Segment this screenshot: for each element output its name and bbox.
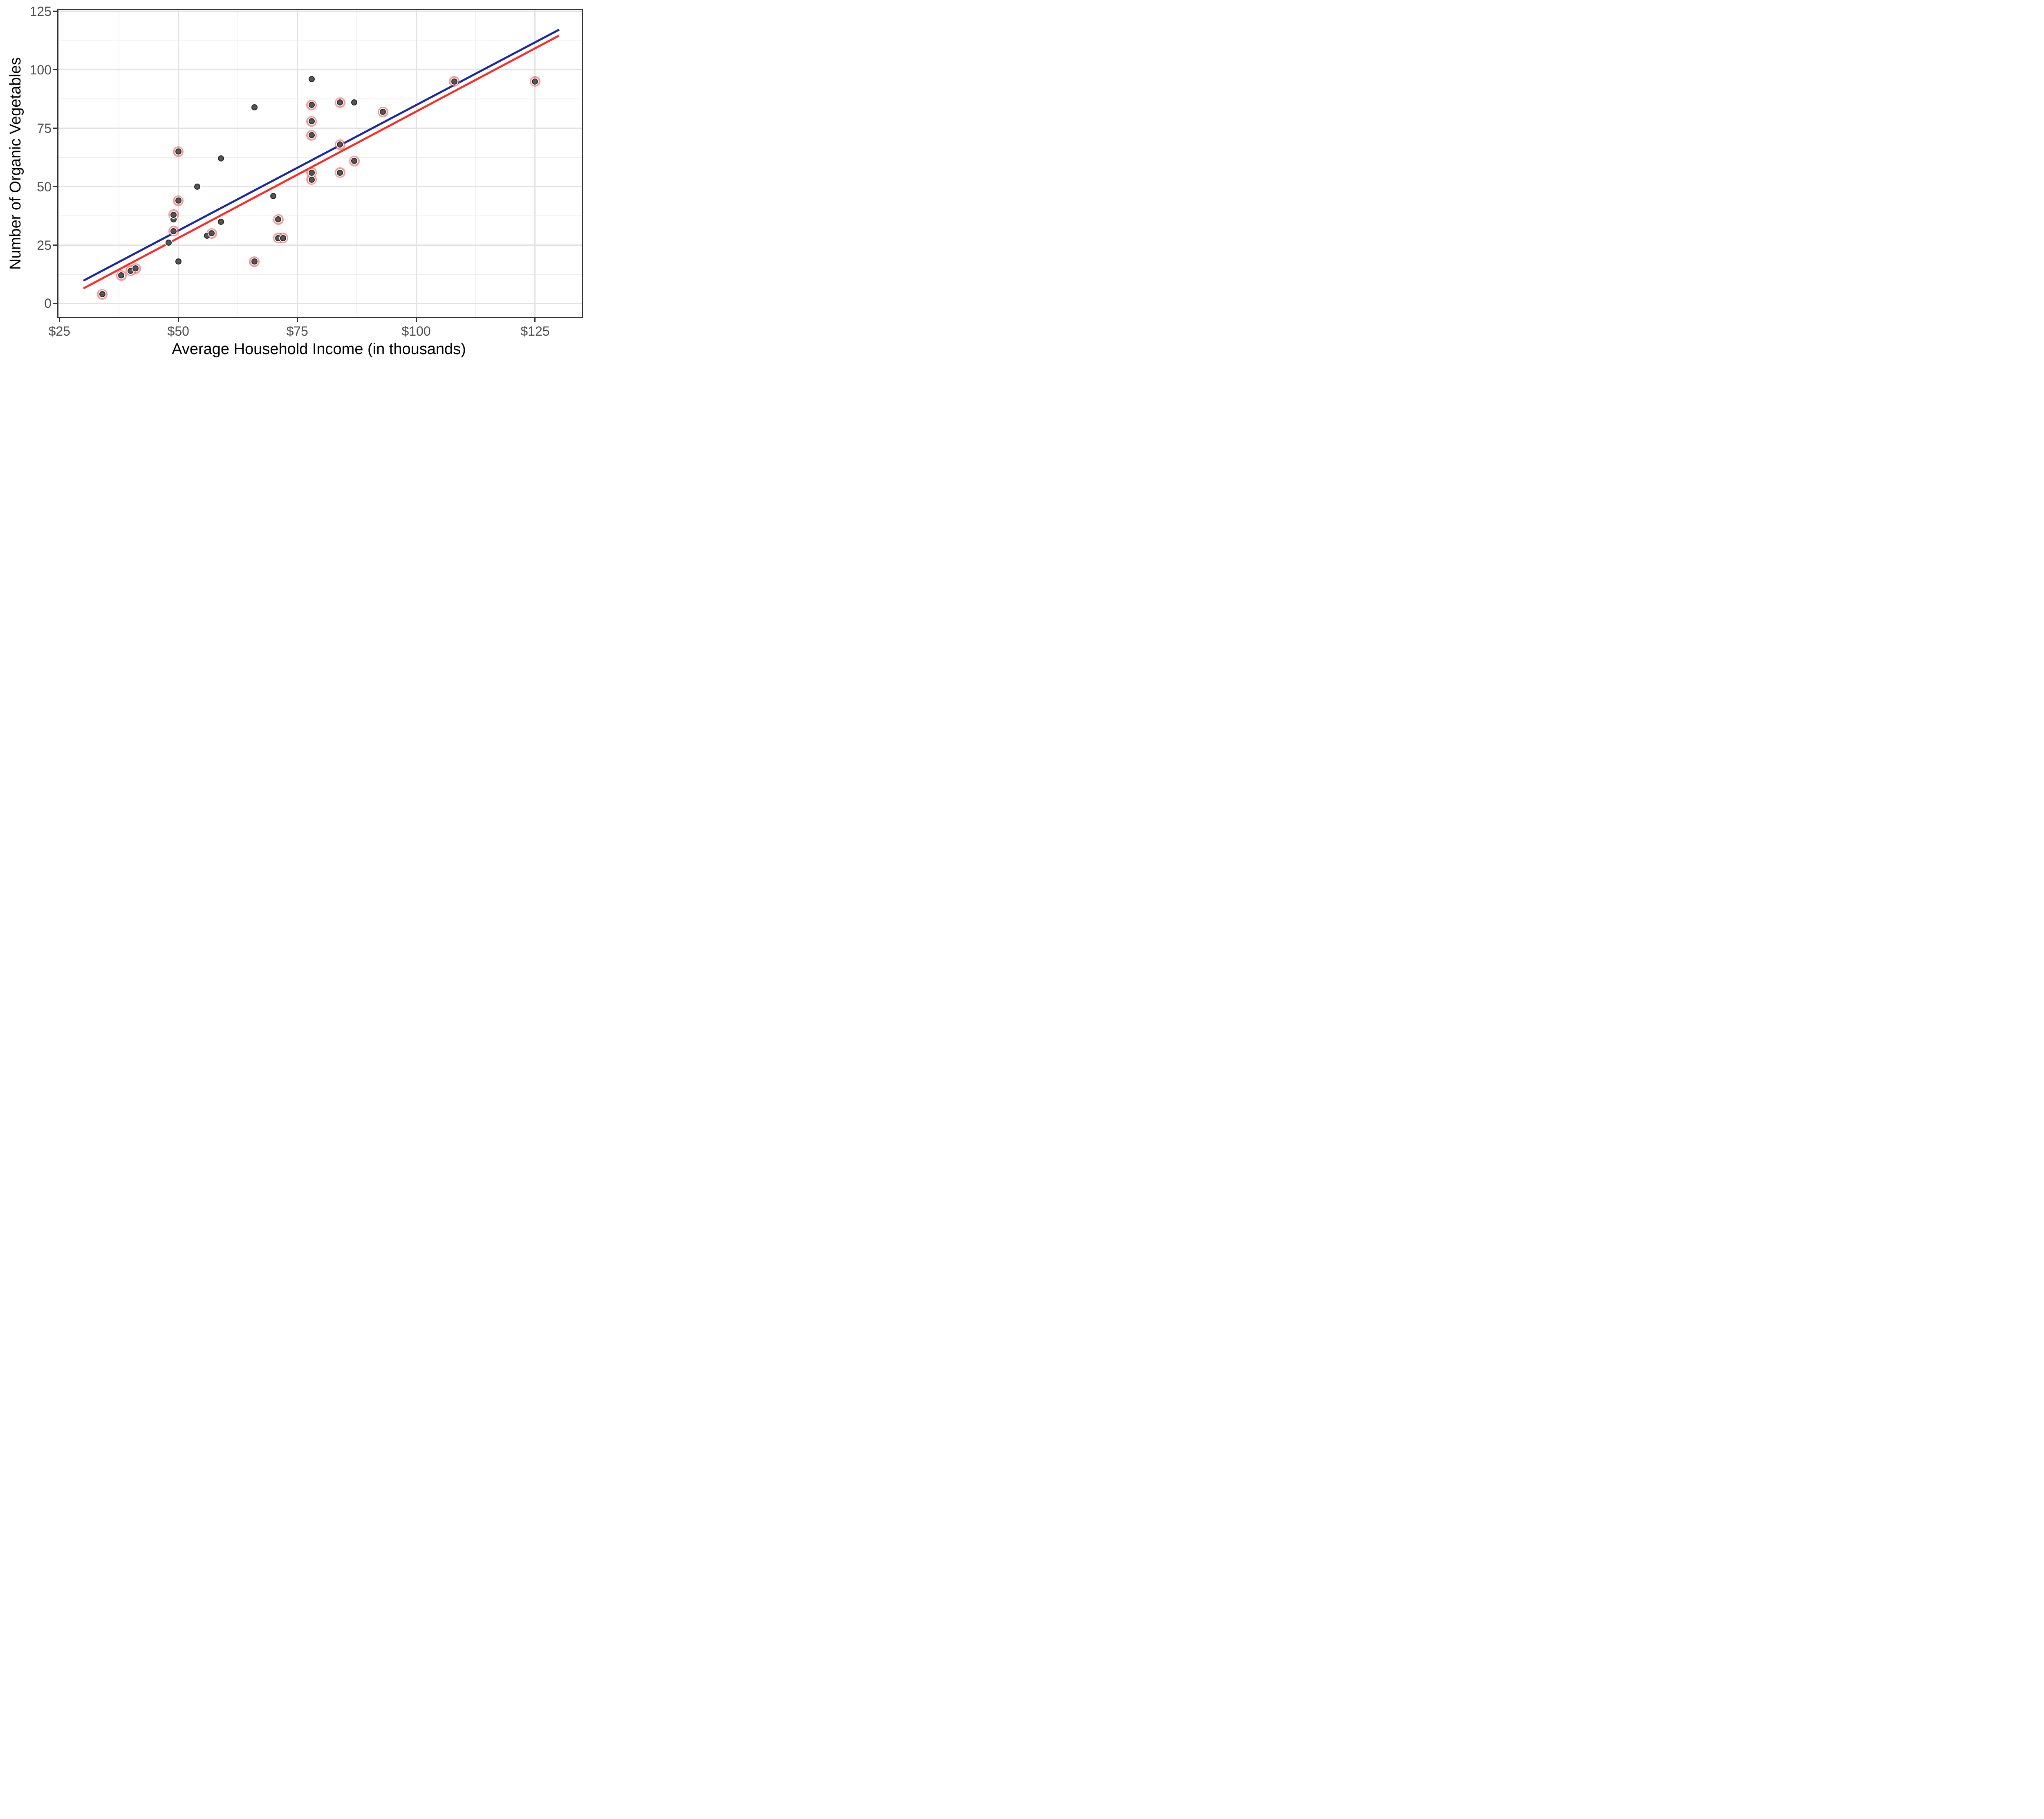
data-point (308, 118, 315, 125)
plot-panel (57, 9, 583, 318)
y-tick-label: 50 (37, 179, 52, 194)
y-axis-title: Number of Organic Vegetables (7, 57, 24, 270)
data-point (308, 176, 315, 183)
x-tick-label: $75 (286, 324, 308, 339)
data-point (170, 211, 177, 218)
y-gridline-minor (58, 40, 582, 41)
data-point (351, 158, 358, 164)
data-point (308, 76, 315, 83)
x-gridline-minor (475, 10, 476, 317)
x-tick (58, 318, 60, 322)
x-tick-label: $100 (401, 324, 431, 339)
data-point (218, 155, 224, 162)
y-tick-label: 0 (44, 296, 52, 311)
data-point (99, 291, 105, 298)
data-point (337, 169, 343, 176)
data-point (194, 184, 201, 190)
data-point (270, 193, 277, 199)
data-point (308, 132, 315, 139)
x-tick-label: $125 (520, 324, 550, 339)
data-point (308, 102, 315, 108)
data-point (351, 99, 358, 106)
data-point (175, 148, 182, 155)
data-point (308, 169, 315, 176)
red-trend-line (83, 34, 560, 289)
x-tick (296, 318, 298, 322)
y-gridline-major (58, 69, 582, 71)
x-tick (534, 318, 536, 322)
data-point (218, 218, 224, 225)
data-point (451, 78, 457, 85)
y-tick (53, 244, 57, 246)
y-gridline-major (58, 11, 582, 12)
y-tick-label: 25 (37, 238, 52, 253)
y-gridline-major (58, 186, 582, 188)
data-point (175, 258, 182, 265)
data-point (275, 216, 282, 223)
data-point (208, 230, 215, 237)
x-gridline-major (415, 10, 417, 317)
blue-trend-line (83, 29, 560, 282)
x-tick (177, 318, 179, 322)
data-point (251, 104, 258, 110)
data-point (132, 265, 139, 272)
data-point (280, 235, 286, 241)
x-axis-title: Average Household Income (in thousands) (172, 341, 466, 358)
y-tick (53, 128, 57, 129)
data-point (337, 141, 343, 148)
data-point (118, 272, 125, 279)
data-point (175, 197, 182, 204)
y-tick (53, 186, 57, 188)
y-gridline-major (58, 303, 582, 304)
data-point (380, 109, 386, 115)
y-gridline-minor (58, 157, 582, 158)
data-point (251, 258, 258, 265)
x-tick-label: $50 (167, 324, 189, 339)
y-tick-label: 75 (37, 121, 52, 136)
x-gridline-major (296, 10, 298, 317)
y-tick (53, 69, 57, 71)
data-point (337, 99, 343, 106)
data-point (532, 78, 538, 85)
data-point (166, 240, 172, 246)
y-gridline-major (58, 244, 582, 246)
x-gridline-major (534, 10, 536, 317)
x-gridline-major (177, 10, 179, 317)
y-gridline-major (58, 128, 582, 129)
x-tick-label: $25 (48, 324, 70, 339)
data-point (170, 228, 177, 234)
y-gridline-minor (58, 274, 582, 275)
y-tick (53, 303, 57, 304)
y-gridline-minor (58, 215, 582, 216)
scatter-plot: $25 $50 $75 $100 $125 0 25 50 75 100 125 Average … (0, 0, 589, 364)
y-tick-label: 100 (29, 62, 52, 77)
y-tick-label: 125 (29, 4, 52, 19)
y-tick (53, 11, 57, 12)
x-tick (415, 318, 417, 322)
